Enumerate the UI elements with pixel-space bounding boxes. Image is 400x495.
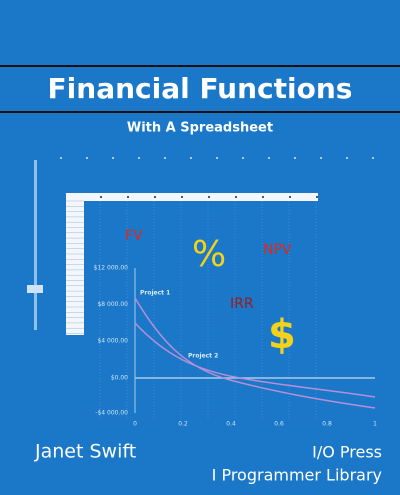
col-dot bbox=[154, 196, 156, 198]
top-dot bbox=[242, 157, 244, 159]
slider-thumb bbox=[27, 285, 43, 293]
y-tick-label: -$4 000.00 bbox=[95, 410, 128, 417]
col-dot bbox=[100, 196, 102, 198]
rule-bottom bbox=[0, 111, 400, 113]
title: Financial Functions bbox=[48, 72, 353, 105]
author: Janet Swift bbox=[34, 441, 136, 463]
label-percent: % bbox=[192, 234, 226, 275]
col-dot bbox=[262, 196, 264, 198]
top-dot bbox=[86, 157, 88, 159]
slider-track bbox=[34, 160, 37, 330]
curve-project-1 bbox=[134, 297, 376, 409]
top-dot bbox=[112, 157, 114, 159]
label-irr: IRR bbox=[230, 296, 254, 312]
top-dot bbox=[164, 157, 166, 159]
label-dollar: $ bbox=[268, 312, 296, 358]
top-dot bbox=[190, 157, 192, 159]
top-dot bbox=[138, 157, 140, 159]
col-dot bbox=[316, 196, 318, 198]
label-fv: FV bbox=[125, 228, 143, 244]
sheet-rows bbox=[66, 193, 84, 335]
spreadsheet bbox=[60, 157, 374, 420]
top-dot bbox=[216, 157, 218, 159]
series-label: Project 2 bbox=[188, 353, 218, 360]
y-tick-label: $12 000.00 bbox=[94, 265, 129, 272]
x-tick-label: 0.4 bbox=[226, 421, 236, 428]
col-dot bbox=[208, 196, 210, 198]
col-dot bbox=[127, 196, 129, 198]
sheet-header bbox=[66, 193, 318, 201]
rule-top bbox=[0, 65, 400, 67]
curve-project-2 bbox=[134, 322, 376, 398]
y-tick-label: $8 000.00 bbox=[97, 301, 128, 308]
y-tick-label: $0.00 bbox=[111, 375, 128, 382]
x-tick-label: 0.2 bbox=[178, 421, 188, 428]
chart: $12 000.00 $8 000.00 $4 000.00 $0.00 -$4 000… bbox=[94, 265, 377, 428]
library: I Programmer Library bbox=[212, 466, 382, 485]
publisher: I/O Press bbox=[312, 443, 382, 462]
label-npv: NPV bbox=[263, 242, 292, 258]
col-dot bbox=[289, 196, 291, 198]
x-tick-label: 0 bbox=[133, 421, 137, 428]
series-label: Project 1 bbox=[140, 290, 170, 297]
top-dot bbox=[294, 157, 296, 159]
top-dot bbox=[346, 157, 348, 159]
subtitle: With A Spreadsheet bbox=[127, 121, 273, 136]
x-tick-label: 0.6 bbox=[274, 421, 284, 428]
y-tick-label: $4 000.00 bbox=[97, 338, 128, 345]
top-dot bbox=[372, 157, 374, 159]
top-dot bbox=[320, 157, 322, 159]
x-tick-label: 0.8 bbox=[322, 421, 332, 428]
col-dot bbox=[181, 196, 183, 198]
top-dot bbox=[60, 157, 62, 159]
col-dot bbox=[235, 196, 237, 198]
x-tick-label: 1 bbox=[373, 421, 377, 428]
top-dot bbox=[268, 157, 270, 159]
